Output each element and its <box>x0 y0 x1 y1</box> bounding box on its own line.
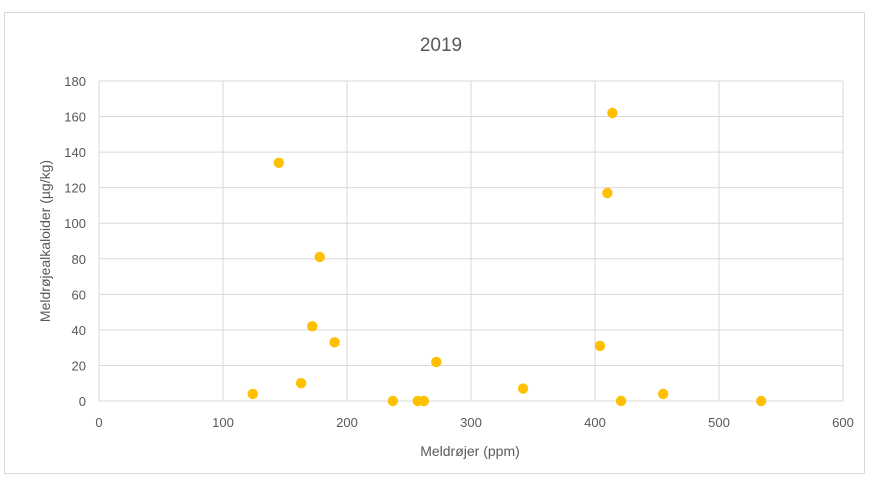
data-point <box>418 395 430 407</box>
y-tick-label: 160 <box>64 110 86 125</box>
x-tick-label: 0 <box>95 415 102 430</box>
data-points <box>247 107 767 407</box>
data-point <box>295 378 307 389</box>
data-point <box>658 388 669 400</box>
data-point <box>607 107 618 119</box>
chart-frame <box>4 12 865 474</box>
data-point <box>247 388 258 400</box>
y-tick-label: 20 <box>72 358 86 373</box>
x-tick-label: 100 <box>212 415 234 430</box>
y-tick-label: 120 <box>64 181 86 196</box>
x-tick-label: 300 <box>460 415 482 430</box>
data-point <box>517 383 529 394</box>
y-tick-label: 0 <box>79 394 86 409</box>
data-point <box>602 187 613 199</box>
y-tick-label: 180 <box>64 74 86 89</box>
y-tick-label: 140 <box>64 145 86 160</box>
data-point <box>431 356 442 368</box>
x-tick-label: 400 <box>584 415 606 430</box>
data-point <box>615 395 627 407</box>
y-axis-label: Meldrøjealkaloider (µg/kg) <box>37 160 53 322</box>
x-tick-label: 600 <box>832 415 854 430</box>
data-point <box>307 321 318 332</box>
data-point <box>314 251 325 263</box>
y-tick-label: 100 <box>64 216 86 231</box>
data-point <box>387 395 399 407</box>
x-axis-label: Meldrøjer (ppm) <box>420 443 520 459</box>
x-tick-label: 500 <box>708 415 730 430</box>
data-point <box>273 157 284 168</box>
gridlines <box>98 80 844 402</box>
data-point <box>594 340 606 352</box>
y-tick-label: 80 <box>72 252 86 267</box>
y-tick-label: 60 <box>72 287 86 302</box>
data-point <box>329 337 340 348</box>
x-tick-label: 200 <box>336 415 358 430</box>
data-point <box>755 395 767 407</box>
tick-labels: 0 20 40 60 80 100 120 140 160 180 0 100 200 300 400 500… <box>64 74 854 430</box>
y-tick-label: 40 <box>72 323 86 338</box>
chart-title: 2019 <box>420 35 462 56</box>
